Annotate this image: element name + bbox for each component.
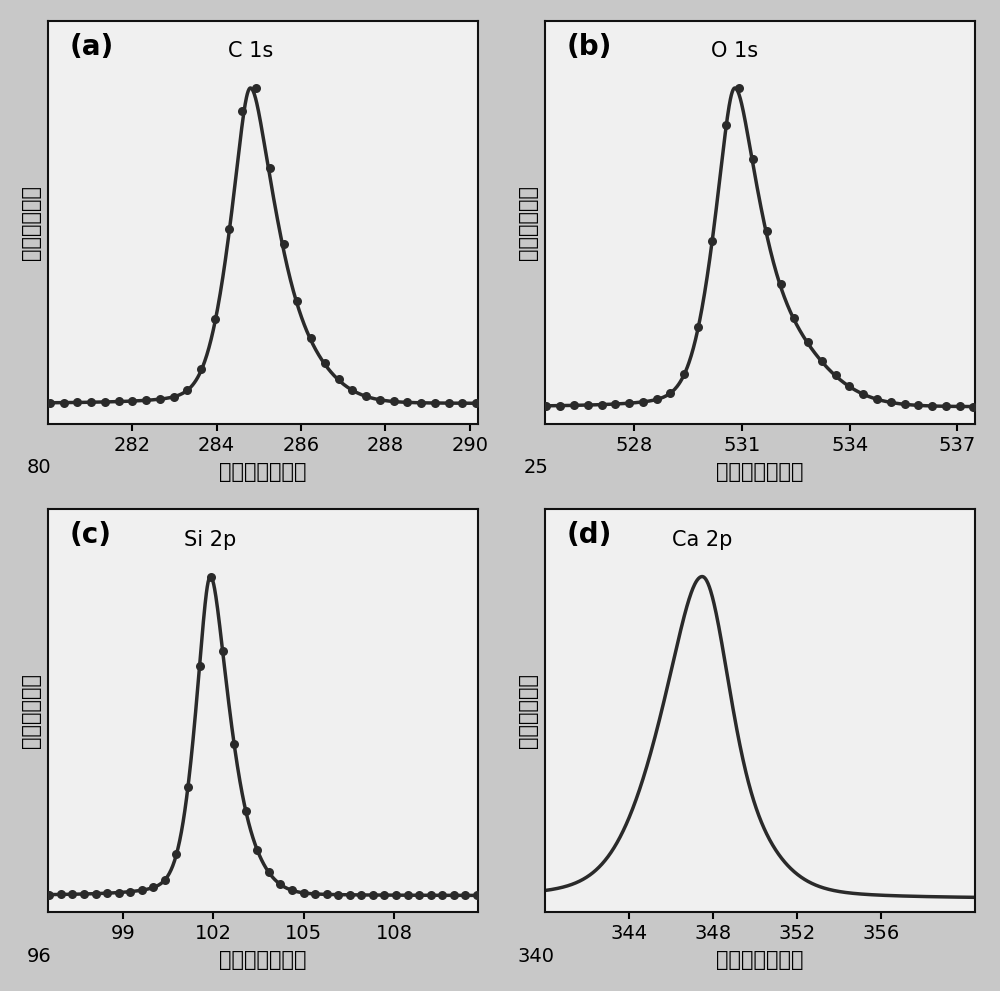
Text: (d): (d) bbox=[566, 521, 612, 549]
Text: Ca 2p: Ca 2p bbox=[672, 530, 732, 550]
Text: O 1s: O 1s bbox=[711, 42, 758, 61]
Y-axis label: 强度（计数）: 强度（计数） bbox=[518, 674, 538, 748]
Text: (c): (c) bbox=[69, 521, 111, 549]
Y-axis label: 强度（计数）: 强度（计数） bbox=[21, 185, 41, 260]
Text: 96: 96 bbox=[27, 946, 52, 965]
Text: (b): (b) bbox=[566, 33, 612, 60]
Y-axis label: 强度（计数）: 强度（计数） bbox=[518, 185, 538, 260]
Text: 25: 25 bbox=[524, 458, 548, 477]
X-axis label: 能量（电子伏）: 能量（电子伏） bbox=[716, 950, 804, 970]
X-axis label: 能量（电子伏）: 能量（电子伏） bbox=[219, 462, 307, 482]
Text: 80: 80 bbox=[27, 458, 51, 477]
X-axis label: 能量（电子伏）: 能量（电子伏） bbox=[219, 950, 307, 970]
X-axis label: 能量（电子伏）: 能量（电子伏） bbox=[716, 462, 804, 482]
Text: C 1s: C 1s bbox=[228, 42, 273, 61]
Text: Si 2p: Si 2p bbox=[184, 530, 236, 550]
Y-axis label: 强度（计数）: 强度（计数） bbox=[21, 674, 41, 748]
Text: (a): (a) bbox=[69, 33, 114, 60]
Text: 340: 340 bbox=[518, 946, 555, 965]
